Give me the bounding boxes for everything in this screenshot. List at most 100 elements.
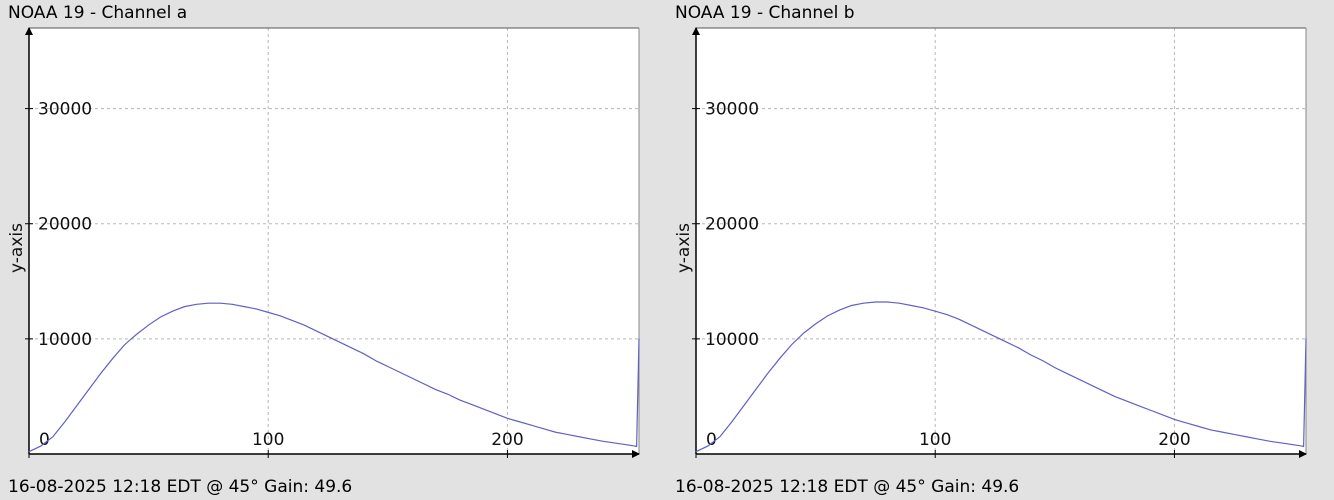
data-point	[208, 302, 209, 304]
data-point	[447, 393, 449, 395]
y-tick-label: 20000	[705, 215, 759, 235]
data-point	[578, 436, 580, 438]
data-point	[946, 314, 948, 316]
data-point	[815, 323, 817, 325]
data-point	[40, 445, 42, 447]
data-point	[1281, 442, 1283, 444]
data-point	[76, 405, 78, 407]
data-point	[339, 341, 341, 343]
data-point	[315, 330, 317, 332]
data-point	[124, 344, 126, 346]
x-axis-arrow	[632, 450, 640, 458]
data-point	[1221, 431, 1223, 433]
data-point	[112, 358, 114, 359]
data-point	[375, 360, 377, 362]
data-point	[231, 303, 233, 305]
chart-panel-channel-a: NOAA 19 - Channel a 0 100 200 10000 20000 300…	[7, 3, 640, 497]
data-point	[1090, 384, 1092, 386]
data-point	[863, 302, 864, 304]
data-point	[1233, 434, 1235, 435]
chart-title: NOAA 19 - Channel a	[8, 3, 188, 23]
data-point	[1269, 440, 1271, 442]
plot-area: 0 100 200 10000 20000 30000 y-axis	[674, 27, 1307, 458]
x-tick-label: 200	[491, 430, 523, 450]
data-point	[1066, 373, 1068, 374]
chart-caption: 16-08-2025 12:18 EDT @ 45° Gain: 49.6	[675, 477, 1020, 497]
data-point	[542, 428, 544, 430]
chart-caption: 16-08-2025 12:18 EDT @ 45° Gain: 49.6	[8, 477, 353, 497]
data-point	[1018, 347, 1020, 349]
data-point	[839, 309, 840, 311]
data-point	[279, 315, 281, 317]
data-point	[1185, 422, 1187, 424]
data-point	[614, 442, 616, 444]
data-point	[1174, 419, 1175, 420]
y-tick-label: 30000	[38, 100, 92, 120]
data-point	[851, 305, 852, 306]
data-point	[52, 436, 54, 438]
data-point	[1126, 400, 1127, 402]
chart-title: NOAA 19 - Channel b	[675, 3, 855, 23]
data-point	[636, 446, 638, 447]
data-point	[1245, 436, 1247, 438]
y-axis-label: y-axis	[7, 223, 27, 273]
data-point	[1257, 438, 1259, 440]
data-point	[530, 424, 532, 426]
y-axis-arrow	[692, 27, 700, 35]
data-point	[495, 413, 496, 415]
data-point	[148, 324, 150, 326]
data-point	[1102, 390, 1104, 392]
y-tick-label: 10000	[705, 330, 759, 350]
plot-background	[696, 28, 1306, 454]
data-point	[779, 358, 781, 359]
data-point	[1305, 338, 1307, 340]
data-point	[566, 434, 568, 435]
data-point	[399, 371, 401, 373]
data-point	[743, 405, 745, 407]
data-point	[303, 324, 305, 326]
data-point	[1300, 445, 1302, 447]
data-point	[507, 417, 508, 419]
data-point	[351, 347, 353, 349]
data-point	[483, 408, 484, 410]
x-tick-label: 100	[252, 430, 284, 450]
data-point	[791, 344, 793, 346]
data-point	[1078, 378, 1080, 380]
data-point	[136, 333, 138, 335]
data-point	[994, 336, 996, 337]
x-tick-label: 0	[706, 430, 717, 450]
data-point	[363, 353, 365, 355]
y-axis-label: y-axis	[674, 223, 694, 273]
data-point	[1150, 409, 1151, 411]
data-point	[910, 305, 912, 306]
data-point	[731, 421, 733, 423]
data-point	[1114, 396, 1116, 397]
data-point	[88, 389, 90, 390]
data-point	[291, 320, 293, 321]
data-point	[423, 383, 425, 385]
data-point	[886, 301, 888, 303]
data-point	[626, 444, 628, 446]
data-point	[64, 421, 66, 423]
data-point	[958, 318, 960, 320]
y-tick-label: 10000	[38, 330, 92, 350]
data-point	[471, 404, 472, 405]
x-tick-label: 200	[1158, 430, 1190, 450]
data-point	[922, 307, 924, 309]
data-point	[719, 436, 721, 438]
data-point	[982, 330, 984, 332]
data-point	[554, 431, 556, 433]
data-point	[387, 366, 389, 367]
x-tick-label: 0	[39, 430, 50, 450]
data-point	[827, 315, 828, 317]
series-line	[695, 301, 1307, 453]
data-point	[1209, 429, 1211, 431]
data-point	[803, 332, 805, 334]
data-point	[1006, 341, 1008, 343]
data-point	[602, 440, 604, 442]
data-point	[267, 311, 269, 313]
chart-panel-channel-b: NOAA 19 - Channel b 0 100 200 10000 20000 300…	[667, 0, 1334, 500]
data-point	[590, 438, 592, 440]
data-point	[638, 338, 640, 340]
y-tick-label: 20000	[38, 215, 92, 235]
